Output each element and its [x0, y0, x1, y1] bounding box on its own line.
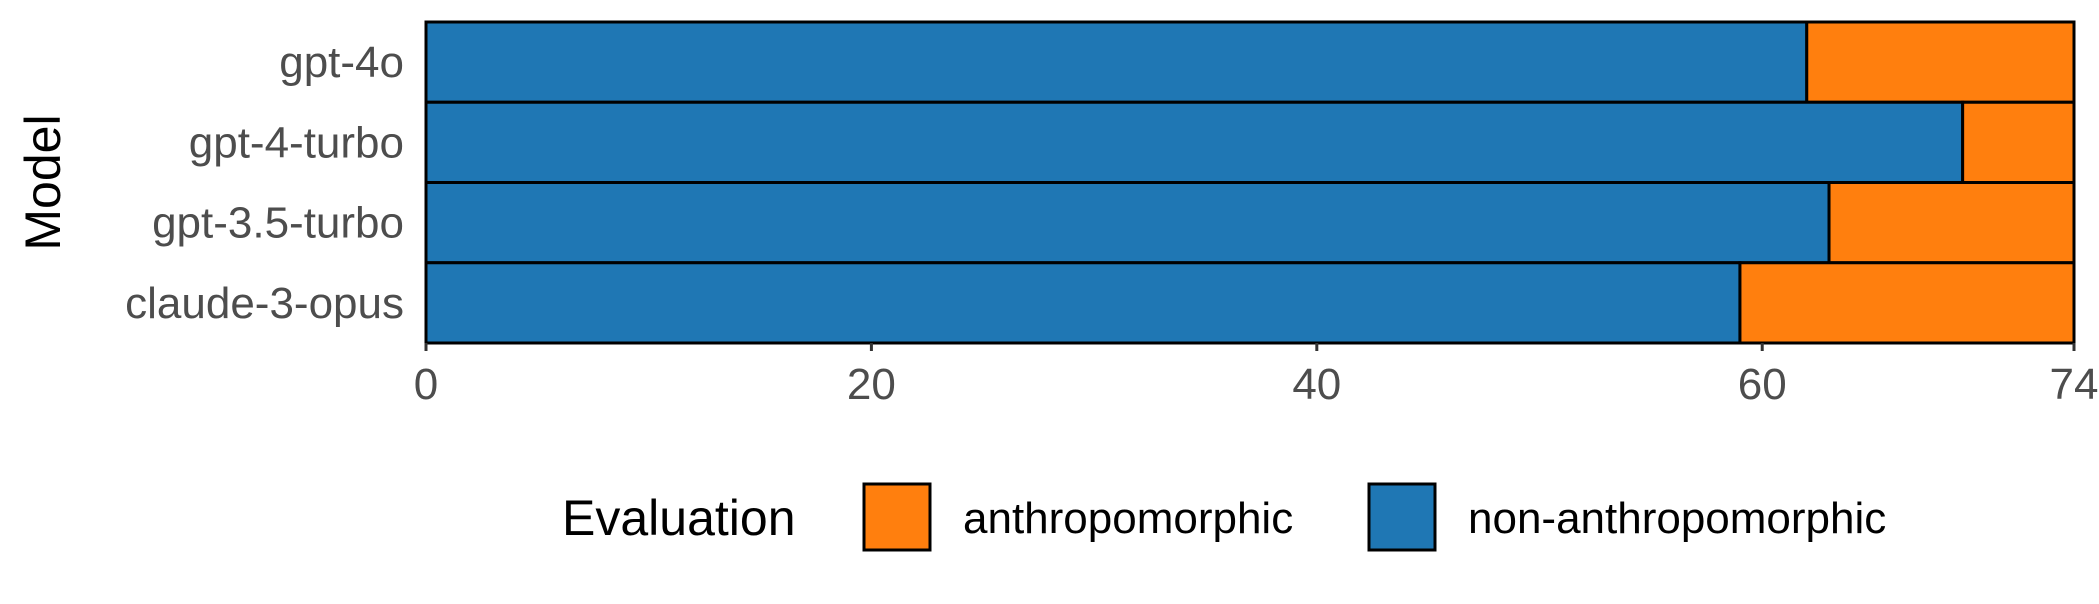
y-tick-label: claude-3-opus — [125, 279, 404, 328]
legend: Evaluation anthropomorphic non-anthropomor… — [562, 482, 1886, 552]
legend-label: anthropomorphic — [963, 494, 1293, 543]
legend-label: non-anthropomorphic — [1468, 494, 1886, 543]
bar-anthropomorphic-gpt-3.5-turbo — [1827, 181, 2076, 265]
legend-key-anthropomorphic — [862, 482, 932, 552]
x-tick-label: 20 — [847, 360, 896, 409]
bar-non-anthropomorphic-gpt-4-turbo — [424, 100, 1965, 184]
axis-layer: gpt-4o gpt-4-turbo gpt-3.5-turbo claude-3-o… — [125, 22, 2098, 409]
y-axis-title: Model — [15, 114, 71, 250]
y-tick-label: gpt-4-turbo — [189, 118, 404, 167]
bar-anthropomorphic-gpt-4-turbo — [1961, 100, 2076, 184]
y-tick-label: gpt-4o — [279, 38, 404, 87]
bar-non-anthropomorphic-claude-3-opus — [424, 261, 1742, 345]
bar-anthropomorphic-claude-3-opus — [1738, 261, 2076, 345]
bar-non-anthropomorphic-gpt-3.5-turbo — [424, 181, 1831, 265]
x-tick-label: 40 — [1292, 360, 1341, 409]
x-tick-label: 0 — [414, 360, 438, 409]
bar-anthropomorphic-gpt-4o — [1805, 20, 2076, 104]
bar-non-anthropomorphic-gpt-4o — [424, 20, 1809, 104]
legend-key-non-anthropomorphic — [1367, 482, 1437, 552]
x-tick-label: 74 — [2050, 360, 2099, 409]
legend-title: Evaluation — [562, 490, 796, 546]
bars-layer — [424, 20, 2076, 345]
y-tick-label: gpt-3.5-turbo — [152, 199, 404, 248]
x-tick-label: 60 — [1738, 360, 1787, 409]
